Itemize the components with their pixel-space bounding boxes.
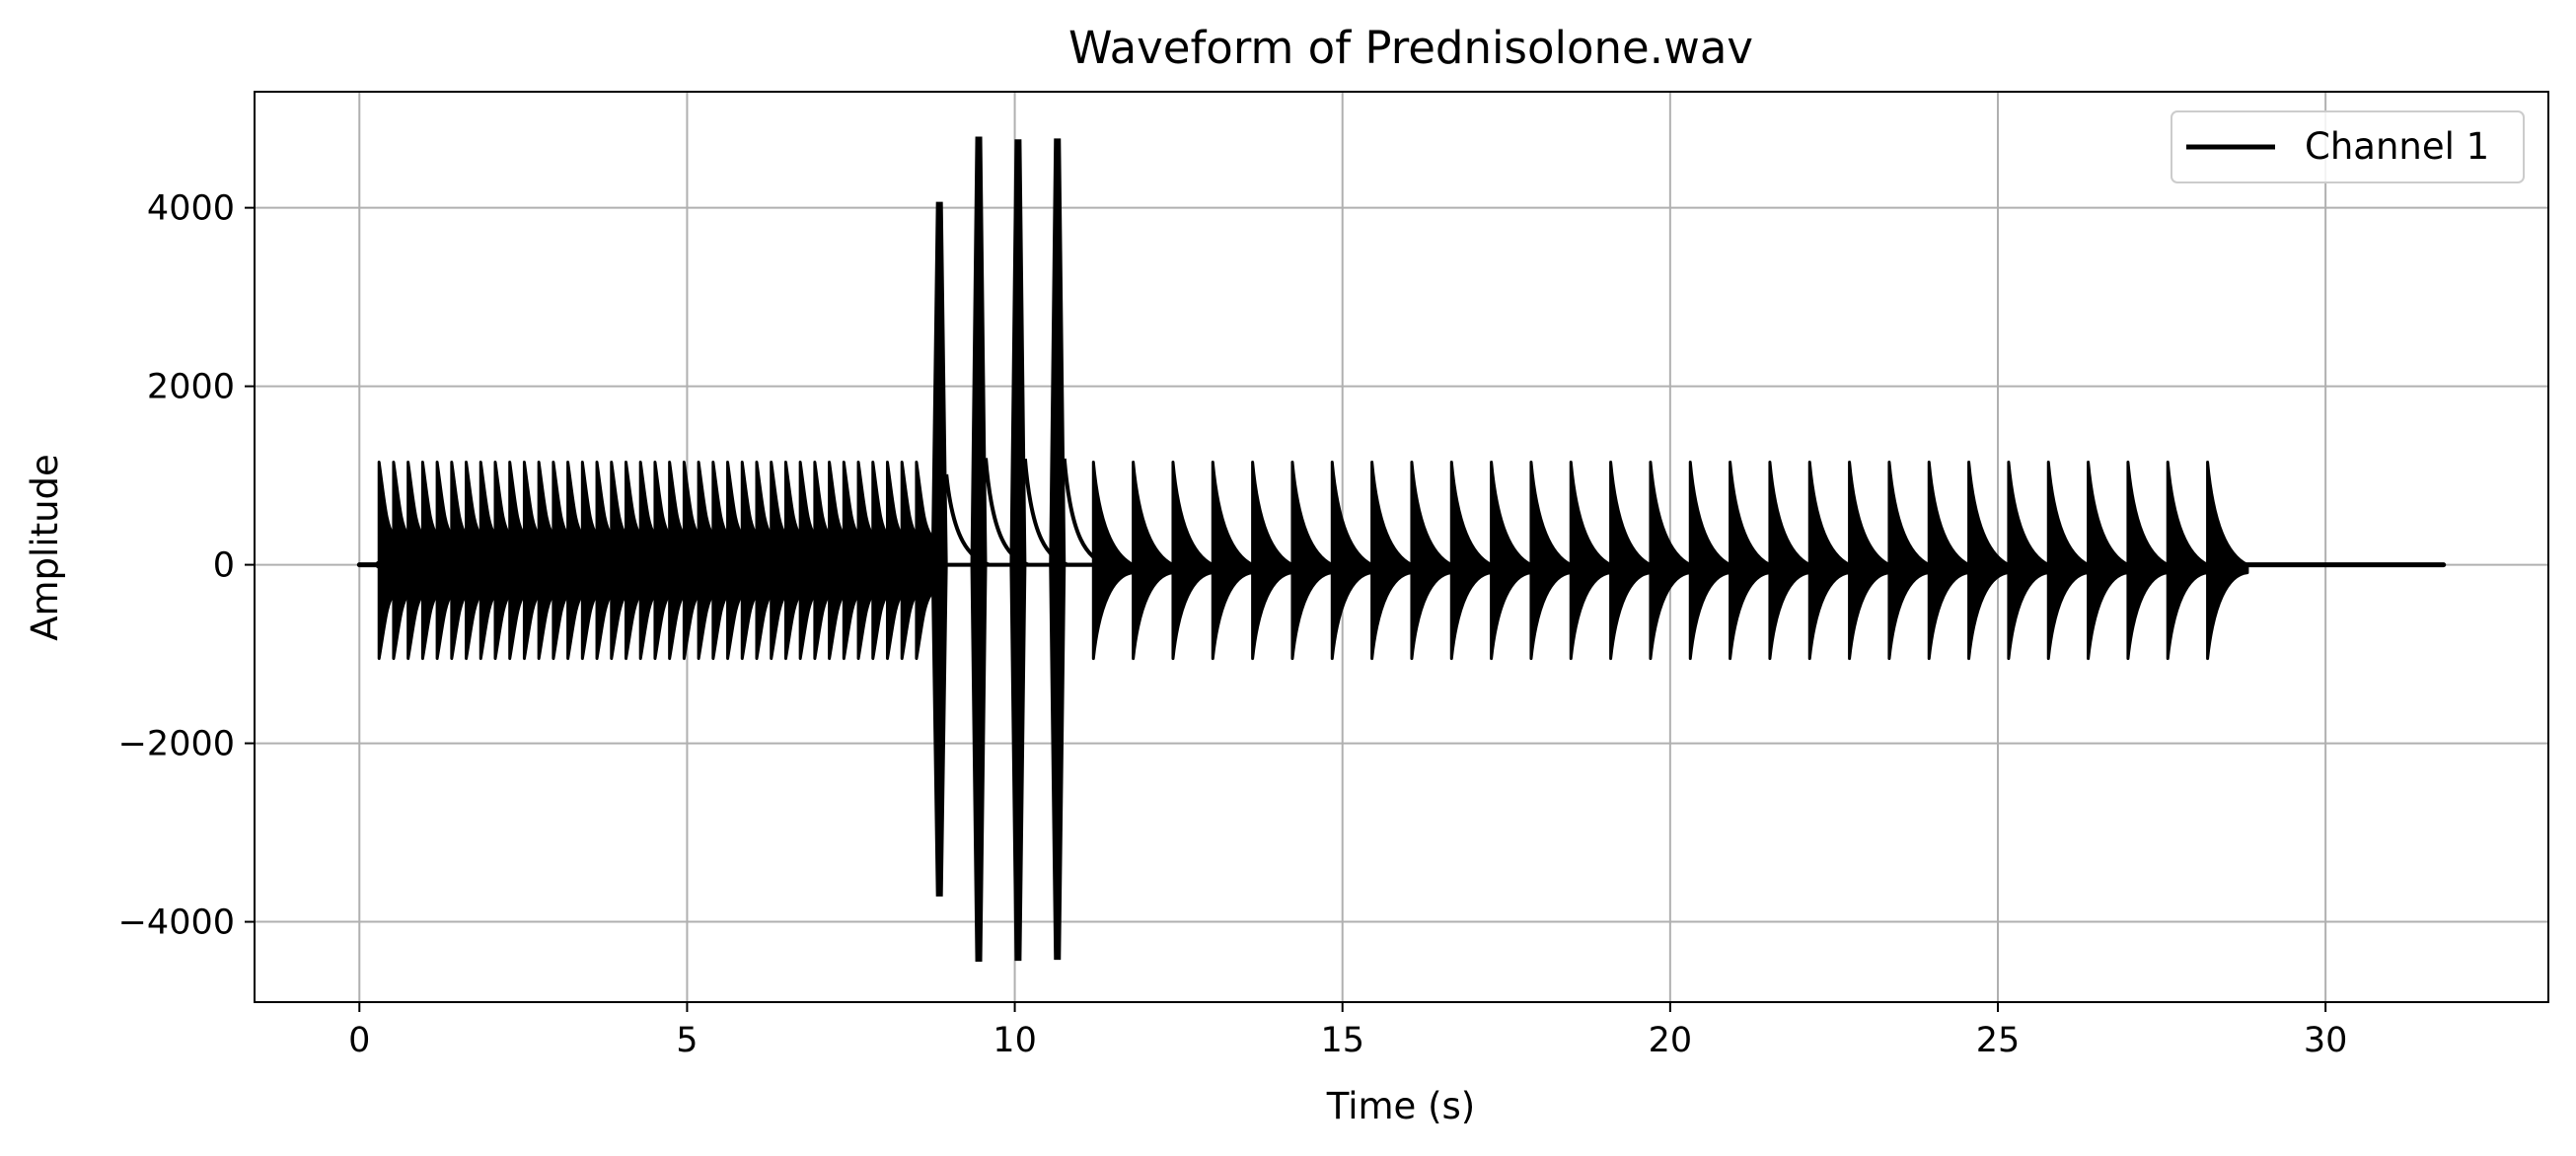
x-tick-label: 20 xyxy=(1649,1021,1693,1060)
y-tick-label: 4000 xyxy=(147,189,235,229)
plot-area xyxy=(254,91,2549,1003)
plot-frame xyxy=(254,91,2549,1003)
y-axis: −4000 −2000 0 2000 4000 xyxy=(118,189,255,943)
chart-title: Waveform of Prednisolone.wav xyxy=(1068,22,1753,74)
legend-label-channel-1: Channel 1 xyxy=(2305,125,2489,168)
x-tick-label: 10 xyxy=(993,1021,1037,1060)
x-axis: 0 5 10 15 20 25 30 xyxy=(348,1002,2347,1060)
y-tick-label: −2000 xyxy=(118,725,235,764)
waveform-spike xyxy=(1009,139,1027,962)
waveform-spike xyxy=(1049,138,1067,961)
y-tick-label: 2000 xyxy=(147,368,235,407)
y-tick-label: −4000 xyxy=(118,903,235,943)
y-axis-label: Amplitude xyxy=(24,454,66,641)
legend: Channel 1 xyxy=(2171,110,2525,183)
series-channel-1 xyxy=(356,136,2447,962)
x-tick-label: 0 xyxy=(348,1021,370,1060)
y-tick-label: 0 xyxy=(213,546,235,586)
x-tick-label: 25 xyxy=(1976,1021,2021,1060)
x-tick-label: 30 xyxy=(2304,1021,2348,1060)
x-tick-label: 5 xyxy=(676,1021,698,1060)
x-tick-label: 15 xyxy=(1320,1021,1364,1060)
legend-box xyxy=(2171,110,2525,183)
grid-lines xyxy=(255,92,2548,1002)
waveform-burst xyxy=(2206,461,2249,661)
x-axis-label: Time (s) xyxy=(1326,1085,1475,1127)
waveform-spike xyxy=(930,201,948,897)
waveform-spike xyxy=(970,136,988,962)
